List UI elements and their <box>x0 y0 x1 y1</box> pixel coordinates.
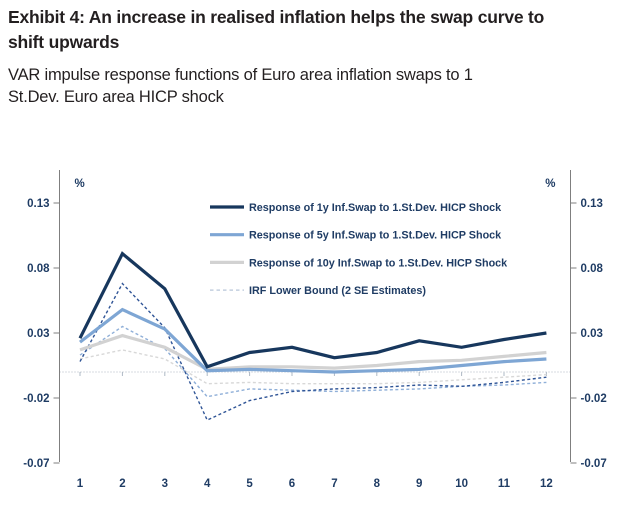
x-tick-label: 10 <box>455 478 468 490</box>
line-10y-lower-bound <box>79 349 547 385</box>
y-tick-label-left: -0.02 <box>23 393 49 405</box>
legend-label-2: Response of 10y Inf.Swap to 1.St.Dev. HI… <box>249 257 508 269</box>
y-unit-label-right: % <box>545 178 555 190</box>
x-tick-label: 9 <box>416 478 422 490</box>
y-tick-label-right: 0.03 <box>581 328 603 340</box>
exhibit-title-line-2: shift upwards <box>8 32 120 52</box>
y-tick-label-right: -0.07 <box>581 458 607 470</box>
legend-label-1: Response of 5y Inf.Swap to 1.St.Dev. HIC… <box>249 230 502 242</box>
line-5y-response <box>79 307 547 374</box>
line-1y-lower-bound <box>79 282 547 422</box>
x-tick-label: 7 <box>331 478 337 490</box>
x-tick-label: 8 <box>374 478 381 490</box>
y-tick-label-left: -0.07 <box>23 458 49 470</box>
x-tick-label: 3 <box>162 478 168 490</box>
y-tick-label-right: -0.02 <box>581 393 607 405</box>
exhibit-header: Exhibit 4: An increase in realised infla… <box>8 5 633 108</box>
exhibit-subtitle-line-2: St.Dev. Euro area HICP shock <box>8 87 224 106</box>
y-unit-label-left: % <box>75 178 85 190</box>
x-tick-label: 11 <box>498 478 511 490</box>
x-tick-label: 4 <box>204 478 211 490</box>
y-tick-label-left: 0.13 <box>27 198 49 210</box>
y-tick-label-right: 0.08 <box>581 263 604 275</box>
exhibit-subtitle-line-1: VAR impulse response functions of Euro a… <box>8 66 473 84</box>
y-tick-label-left: 0.03 <box>27 328 49 340</box>
line-1y-response <box>78 251 547 369</box>
line-5y-lower-bound <box>79 325 547 398</box>
exhibit-title-line-1: Exhibit 4: An increase in realised infla… <box>8 7 545 27</box>
x-tick-label: 6 <box>289 478 295 490</box>
y-tick-label-left: 0.08 <box>27 263 50 275</box>
x-tick-label: 12 <box>540 478 553 490</box>
x-tick-label: 2 <box>119 478 125 490</box>
y-tick-label-right: 0.13 <box>581 198 603 210</box>
x-tick-label: 5 <box>246 478 253 490</box>
legend-label-3: IRF Lower Bound (2 SE Estimates) <box>249 285 426 297</box>
exhibit-subtitle: VAR impulse response functions of Euro a… <box>8 65 633 108</box>
legend-label-0: Response of 1y Inf.Swap to 1.St.Dev. HIC… <box>249 202 502 214</box>
line-10y-response <box>79 333 547 372</box>
x-tick-label: 1 <box>77 478 84 490</box>
